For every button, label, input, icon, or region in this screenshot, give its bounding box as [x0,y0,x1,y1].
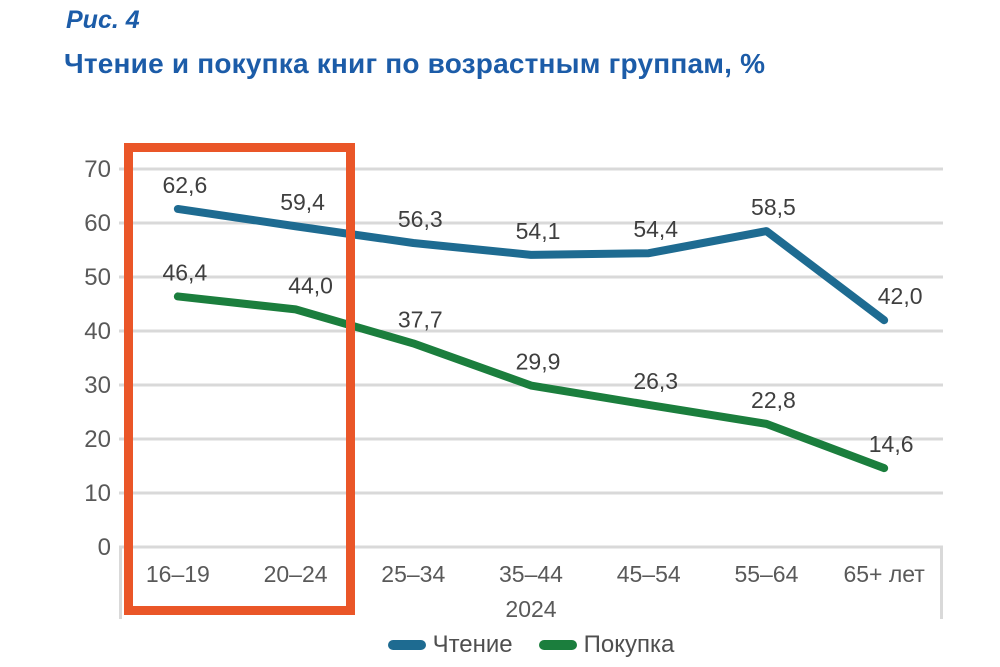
x-axis-tick-label: 25–34 [381,561,445,587]
y-axis-tick-label: 40 [84,318,111,345]
legend-item-reading: Чтение [387,631,513,658]
y-axis-tick-label: 50 [84,264,111,291]
data-label: 58,5 [751,194,796,220]
x-axis-year-label: 2024 [505,596,556,622]
y-axis-tick-label: 0 [98,534,111,561]
x-axis-tick-label: 20–24 [264,561,328,587]
data-label: 56,3 [398,206,443,232]
buying-line [173,292,889,473]
data-label: 59,4 [280,189,325,215]
data-label: 29,9 [516,349,561,375]
data-label: 26,3 [633,368,678,394]
data-label: 62,6 [162,172,207,198]
reading-line-marker-icon [387,640,426,650]
figure-number: Рис. 4 [66,6,140,34]
data-label: 42,0 [878,283,923,309]
x-axis-tick-label: 65+ лет [843,561,925,587]
data-label: 44,0 [288,272,333,298]
legend: Чтение Покупка [119,630,943,660]
legend-label-buying: Покупка [583,631,675,658]
data-label: 14,6 [869,431,914,457]
x-axis-tick-label: 55–64 [734,561,798,587]
data-label: 37,7 [398,306,443,332]
data-label: 22,8 [751,387,796,413]
x-axis-tick-label: 16–19 [146,561,210,587]
reading-line [173,204,889,325]
y-axis-tick-label: 60 [84,210,111,237]
data-label: 54,1 [516,218,561,244]
x-axis-tick-label: 35–44 [499,561,563,587]
x-axis-tick-label: 45–54 [617,561,681,587]
figure-title: Чтение и покупка книг по возрастным груп… [64,48,766,79]
legend-label-reading: Чтение [432,631,513,658]
buying-line-marker-icon [538,640,577,650]
y-axis-tick-label: 30 [84,372,111,399]
data-label: 54,4 [633,216,678,242]
y-axis-tick-label: 20 [84,426,111,453]
y-axis-tick-label: 10 [84,480,111,507]
data-label: 46,4 [162,259,207,285]
y-axis-tick-label: 70 [84,156,111,183]
highlight-rectangle [124,143,355,615]
legend-item-buying: Покупка [538,631,675,658]
